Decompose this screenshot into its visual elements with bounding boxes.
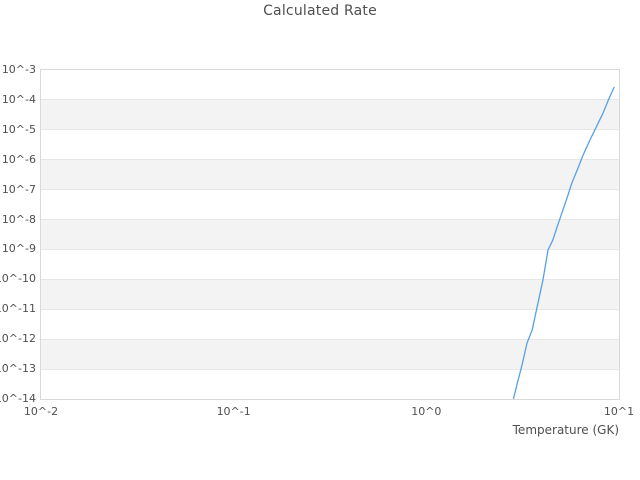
y-tick-label: 10^-8 <box>1 212 36 226</box>
y-tick-label: 10^-6 <box>1 152 36 166</box>
y-tick-label: 10^-4 <box>1 92 36 106</box>
rate-curve-line <box>512 86 615 399</box>
x-tick-label: 10^0 <box>411 405 442 418</box>
x-tick-label: 10^-1 <box>216 405 251 418</box>
y-tick-label: 10^-14 <box>0 392 36 405</box>
chart-title: Calculated Rate <box>263 3 377 19</box>
y-tick-label: 10^-13 <box>0 362 36 376</box>
y-tick-label: 10^-9 <box>1 242 36 256</box>
plot-area <box>40 69 620 400</box>
y-tick-label: 10^-11 <box>0 302 36 316</box>
y-tick-label: 10^-3 <box>1 63 36 76</box>
y-tick-label: 10^-12 <box>0 332 36 346</box>
x-tick-label: 10^-2 <box>23 405 59 418</box>
y-tick-label: 10^-5 <box>1 122 36 136</box>
y-tick-label: 10^-7 <box>1 182 36 196</box>
x-axis-title: Temperature (GK) <box>512 423 619 437</box>
y-tick-label: 10^-10 <box>0 272 36 286</box>
x-tick-label: 10^1 <box>603 405 635 418</box>
rate-curve-svg <box>512 86 615 399</box>
